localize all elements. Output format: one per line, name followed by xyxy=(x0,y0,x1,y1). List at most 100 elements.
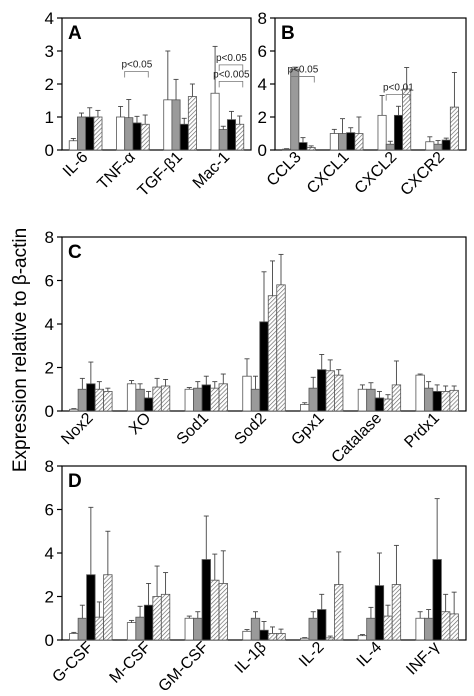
bar xyxy=(171,99,181,151)
bar xyxy=(94,616,105,641)
bar xyxy=(218,129,228,151)
x-tick-label: Catalase xyxy=(329,410,386,467)
bar xyxy=(374,585,385,641)
bar xyxy=(383,615,393,641)
y-tick-label: 4 xyxy=(45,544,54,563)
x-tick-label: INF-γ xyxy=(403,639,443,679)
bar xyxy=(210,387,220,412)
bar xyxy=(69,408,79,412)
plot-frame xyxy=(274,17,467,151)
y-tick-label: 2 xyxy=(258,108,267,127)
x-tick-label: Nox2 xyxy=(58,410,97,449)
bar xyxy=(391,584,402,641)
y-tick-label: 0 xyxy=(45,402,54,421)
bar xyxy=(440,391,451,412)
y-tick-label: 2 xyxy=(45,75,54,94)
bar xyxy=(259,321,269,412)
x-tick-label: IL-4 xyxy=(354,639,386,671)
significance-bracket xyxy=(218,81,244,88)
bar xyxy=(325,370,335,412)
bar xyxy=(86,383,96,412)
bar xyxy=(77,388,88,412)
bar xyxy=(415,374,425,412)
bar xyxy=(308,617,318,641)
panel-d: D 0 2 4 6 8 G-CSF M-CSF GM-CSF IL-1β IL-2 IL-4 INF-γ xyxy=(45,457,467,696)
bar xyxy=(226,119,236,151)
bar xyxy=(383,398,393,412)
x-tick-label: CXCL1 xyxy=(304,149,353,198)
significance-bracket xyxy=(218,64,244,71)
bar xyxy=(441,139,451,151)
bar xyxy=(300,404,310,412)
bar xyxy=(298,142,308,151)
bar xyxy=(374,397,385,412)
bar xyxy=(432,559,442,641)
bar xyxy=(300,637,310,641)
x-tick-label: M-CSF xyxy=(107,639,155,687)
y-tick-label: 6 xyxy=(45,501,54,520)
bar xyxy=(357,388,368,412)
bar xyxy=(346,132,356,151)
bar xyxy=(201,559,211,641)
bar xyxy=(329,133,339,151)
bar xyxy=(242,375,252,412)
bar xyxy=(132,122,142,151)
bar xyxy=(103,574,113,641)
bar xyxy=(317,609,327,641)
bar xyxy=(124,117,134,151)
bar xyxy=(143,604,154,641)
bar xyxy=(306,147,316,151)
bar xyxy=(201,384,211,412)
y-axis-label: Expression relative to β-actin xyxy=(10,228,31,472)
bar xyxy=(267,633,278,641)
bar xyxy=(334,374,344,412)
bar xyxy=(210,579,220,641)
bar xyxy=(152,386,162,412)
significance-annotation: p<0.005 xyxy=(213,69,250,80)
bar xyxy=(432,391,442,412)
y-tick-label: 2 xyxy=(45,588,54,607)
significance-annotation: p<0.05 xyxy=(216,53,247,64)
bar xyxy=(86,574,96,641)
x-tick-label: IL-1β xyxy=(232,639,270,677)
y-tick-label: 4 xyxy=(45,9,54,28)
x-tick-label: IL-2 xyxy=(296,639,328,671)
x-tick-label: CCL3 xyxy=(264,149,305,190)
y-tick-label: 1 xyxy=(45,108,54,127)
bar xyxy=(393,114,403,151)
y-tick-label: 6 xyxy=(45,272,54,291)
bar xyxy=(163,99,173,151)
y-tick-label: 4 xyxy=(258,75,267,94)
bar xyxy=(126,622,137,641)
panel-label: C xyxy=(68,242,82,263)
x-tick-label: GM-CSF xyxy=(155,639,212,696)
bar xyxy=(135,616,145,641)
bar xyxy=(77,617,88,641)
bar xyxy=(449,613,459,641)
panel-label: B xyxy=(281,23,295,44)
bar xyxy=(210,92,220,151)
significance-bracket xyxy=(385,94,411,101)
x-tick-label: IL-6 xyxy=(60,149,92,181)
bar xyxy=(184,388,194,412)
bar xyxy=(242,630,252,641)
panel-label: D xyxy=(68,471,82,492)
y-tick-label: 2 xyxy=(45,359,54,378)
bar xyxy=(282,148,292,151)
panel-label: A xyxy=(68,23,82,44)
bar xyxy=(354,133,364,151)
y-tick-label: 0 xyxy=(45,141,54,160)
bar xyxy=(267,295,278,412)
bar xyxy=(193,617,203,641)
x-tick-label: CXCL2 xyxy=(352,149,401,198)
bar xyxy=(250,617,261,641)
bar xyxy=(85,116,95,151)
bar xyxy=(143,397,154,412)
significance-annotation: p<0.05 xyxy=(121,60,152,71)
bar xyxy=(103,391,113,412)
bar xyxy=(425,141,435,151)
significance-bracket xyxy=(124,71,149,78)
x-tick-label: TGF-β1 xyxy=(135,149,186,200)
